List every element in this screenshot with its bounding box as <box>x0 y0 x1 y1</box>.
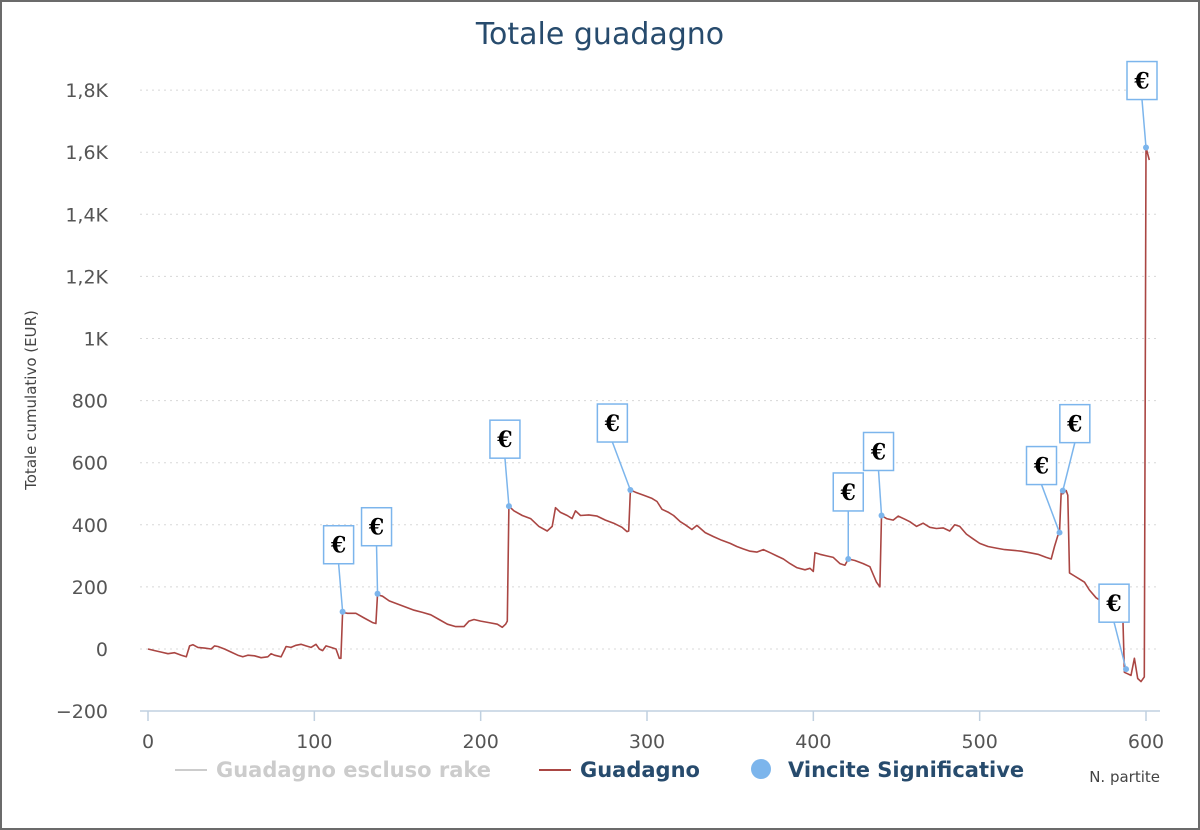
x-tick-label: 300 <box>629 731 665 753</box>
marker-label: € <box>1066 412 1082 438</box>
y-tick-label: 400 <box>72 515 108 537</box>
marker-label-box <box>1098 583 1130 623</box>
x-tick-label: 500 <box>962 731 998 753</box>
marker-point <box>1056 529 1063 536</box>
x-tick-label: 0 <box>142 731 154 753</box>
marker-point <box>1143 144 1149 151</box>
marker-connector <box>877 470 883 516</box>
marker-label: € <box>368 515 384 541</box>
series-line-guadagno <box>147 146 1151 683</box>
marker-label: € <box>496 427 512 453</box>
significant-win-marker[interactable]: € <box>1098 583 1130 673</box>
marker-label-box <box>832 472 865 512</box>
legend-label: Guadagno <box>580 758 700 782</box>
marker-point <box>374 590 381 597</box>
significant-win-marker[interactable]: € <box>360 506 393 597</box>
x-axis-label: N. partite <box>1089 768 1160 786</box>
marker-point <box>505 503 512 510</box>
significant-win-marker[interactable]: € <box>832 472 865 562</box>
marker-point <box>1059 487 1066 494</box>
marker-label-box <box>489 419 521 459</box>
grid-lines <box>140 89 1160 650</box>
markers-layer: € € € € € € € € € € <box>322 60 1158 673</box>
marker-point <box>878 512 885 519</box>
significant-win-marker[interactable]: € <box>1059 403 1091 494</box>
marker-label-box <box>360 506 393 547</box>
marker-connector <box>1040 484 1061 533</box>
x-tick-label: 100 <box>296 731 332 753</box>
marker-label-box <box>1059 403 1091 444</box>
y-tick-label: 600 <box>72 453 108 475</box>
marker-label-box <box>1126 60 1158 101</box>
series-layer <box>147 146 1151 683</box>
y-tick-label: −200 <box>56 701 108 723</box>
legend-item[interactable]: Guadagno <box>539 758 700 782</box>
marker-point <box>1123 666 1130 673</box>
significant-win-marker[interactable]: € <box>862 431 895 519</box>
x-axis: 0 100 200 300 400 500 600 <box>140 710 1164 753</box>
marker-label: € <box>1133 69 1149 95</box>
y-tick-label: 800 <box>72 391 108 413</box>
y-tick-label: 200 <box>72 577 108 599</box>
y-tick-label: 0 <box>96 639 108 661</box>
marker-label: € <box>840 480 856 506</box>
chart-title: Totale guadagno <box>475 17 724 52</box>
marker-connector <box>1113 621 1127 670</box>
x-tick-label: 400 <box>795 731 831 753</box>
marker-label: € <box>1105 591 1121 617</box>
marker-connector <box>1141 99 1147 148</box>
y-tick-label: 1,2K <box>65 266 108 288</box>
significant-win-marker[interactable]: € <box>1126 60 1158 151</box>
significant-win-marker[interactable]: € <box>1025 445 1063 536</box>
y-tick-label: 1,6K <box>65 142 108 164</box>
y-tick-label: 1,8K <box>65 80 108 102</box>
y-tick-label: 1,4K <box>65 204 108 226</box>
marker-point <box>627 487 634 494</box>
significant-win-marker[interactable]: € <box>322 524 355 615</box>
marker-connector <box>611 441 632 491</box>
legend-item[interactable]: Guadagno escluso rake <box>175 758 491 782</box>
marker-label: € <box>870 439 886 465</box>
x-tick-label: 200 <box>463 731 499 753</box>
marker-point <box>845 555 852 562</box>
significant-win-marker[interactable]: € <box>596 403 634 494</box>
marker-connector <box>504 458 510 507</box>
x-tick-label: 600 <box>1128 731 1164 753</box>
marker-point <box>339 608 346 615</box>
significant-win-marker[interactable]: € <box>489 419 521 510</box>
legend-label: Vincite Significative <box>788 758 1024 782</box>
marker-label-box <box>1025 445 1058 486</box>
y-axis-label: Totale cumulativo (EUR) <box>22 310 40 491</box>
legend-item[interactable]: Vincite Significative <box>751 758 1024 782</box>
legend-circle-icon <box>751 759 771 779</box>
legend: Guadagno escluso rake Guadagno Vincite Sig… <box>175 758 1024 782</box>
marker-label: € <box>1033 454 1049 480</box>
marker-label: € <box>330 533 346 559</box>
y-tick-label: 1K <box>83 329 108 351</box>
marker-label-box <box>862 431 895 472</box>
marker-connector <box>375 545 379 594</box>
marker-label-box <box>322 524 355 565</box>
legend-label: Guadagno escluso rake <box>216 758 491 782</box>
marker-label-box <box>596 403 629 443</box>
y-axis-ticks: −200 0 200 400 600 800 1K 1,2K 1,4K 1,6K 1,8K <box>56 80 109 723</box>
marker-connector <box>1062 442 1076 491</box>
marker-label: € <box>604 411 620 437</box>
marker-connector <box>337 563 344 612</box>
